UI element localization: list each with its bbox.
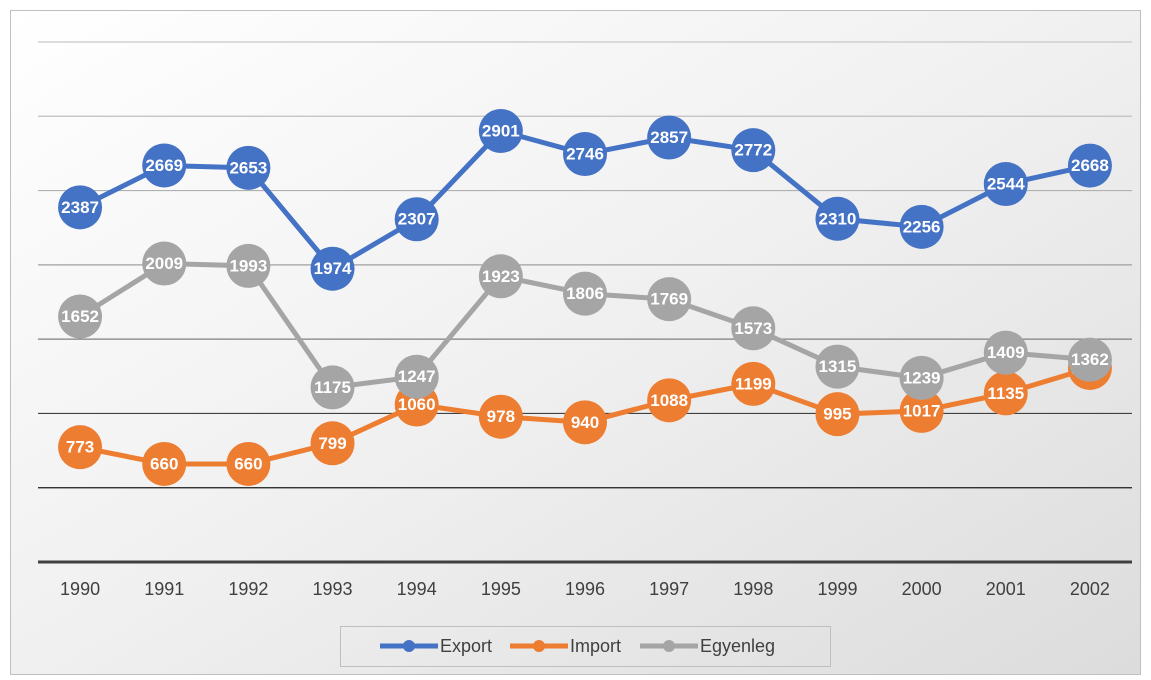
chart-background bbox=[10, 10, 1141, 675]
data-point bbox=[899, 388, 944, 433]
legend-label: Export bbox=[440, 636, 492, 656]
data-point bbox=[563, 271, 607, 316]
x-tick-label: 2001 bbox=[986, 579, 1026, 599]
data-label: 2668 bbox=[1071, 156, 1109, 175]
data-label: 2653 bbox=[229, 158, 267, 177]
data-point bbox=[226, 243, 271, 288]
data-point bbox=[394, 197, 439, 242]
data-label: 799 bbox=[318, 434, 346, 453]
legend-label: Egyenleg bbox=[700, 636, 775, 656]
data-label: 2901 bbox=[482, 121, 520, 140]
data-point bbox=[563, 132, 607, 177]
x-tick-label: 1996 bbox=[565, 579, 605, 599]
data-point bbox=[563, 400, 607, 445]
data-label: 1573 bbox=[734, 319, 772, 338]
data-point bbox=[310, 365, 355, 410]
data-label: 1239 bbox=[903, 368, 941, 387]
data-label: 1060 bbox=[398, 395, 436, 414]
data-point bbox=[731, 361, 776, 406]
data-label: 995 bbox=[823, 405, 851, 424]
x-tick-label: 1992 bbox=[228, 579, 268, 599]
legend-marker bbox=[663, 640, 675, 652]
data-point bbox=[394, 354, 439, 399]
data-point bbox=[647, 378, 692, 423]
x-tick-label: 1999 bbox=[817, 579, 857, 599]
data-label: 1974 bbox=[314, 259, 352, 278]
legend-label: Import bbox=[570, 636, 621, 656]
data-label: 2009 bbox=[145, 254, 183, 273]
x-tick-label: 1990 bbox=[60, 579, 100, 599]
data-point bbox=[815, 196, 860, 241]
x-tick-label: 1991 bbox=[144, 579, 184, 599]
legend-marker bbox=[533, 640, 545, 652]
data-label: 2256 bbox=[903, 217, 941, 236]
data-point bbox=[983, 330, 1028, 375]
data-point bbox=[58, 185, 103, 230]
data-label: 1247 bbox=[398, 367, 436, 386]
data-label: 1362 bbox=[1071, 350, 1109, 369]
data-point bbox=[899, 355, 944, 400]
data-point bbox=[1067, 337, 1112, 382]
data-point bbox=[142, 441, 187, 486]
data-point bbox=[478, 254, 523, 299]
x-tick-label: 2000 bbox=[902, 579, 942, 599]
data-label: 1409 bbox=[987, 343, 1025, 362]
x-tick-label: 1994 bbox=[397, 579, 437, 599]
data-point bbox=[226, 441, 271, 486]
data-label: 1088 bbox=[650, 391, 688, 410]
data-point bbox=[1067, 143, 1112, 188]
data-point bbox=[58, 294, 103, 339]
data-point bbox=[310, 421, 355, 466]
x-tick-label: 1993 bbox=[313, 579, 353, 599]
legend-marker bbox=[403, 640, 415, 652]
data-label: 2307 bbox=[398, 210, 436, 229]
data-label: 2857 bbox=[650, 128, 688, 147]
data-label: 773 bbox=[66, 438, 94, 457]
data-label: 2772 bbox=[734, 141, 772, 160]
data-point bbox=[815, 392, 860, 437]
data-label: 2669 bbox=[145, 156, 183, 175]
data-label: 940 bbox=[571, 413, 599, 432]
data-point bbox=[478, 108, 523, 153]
data-label: 1017 bbox=[903, 401, 941, 420]
data-point bbox=[899, 204, 944, 249]
data-label: 2746 bbox=[566, 145, 604, 164]
data-point bbox=[142, 143, 187, 188]
data-label: 1923 bbox=[482, 267, 520, 286]
data-point bbox=[647, 277, 692, 322]
data-point bbox=[478, 394, 523, 439]
data-point bbox=[731, 306, 776, 351]
data-point bbox=[731, 128, 776, 173]
data-label: 1993 bbox=[229, 256, 267, 275]
data-label: 978 bbox=[487, 407, 515, 426]
x-tick-label: 1998 bbox=[733, 579, 773, 599]
data-point bbox=[58, 425, 103, 470]
x-tick-label: 1995 bbox=[481, 579, 521, 599]
data-label: 1135 bbox=[987, 384, 1024, 403]
data-point bbox=[226, 145, 271, 190]
data-label: 2310 bbox=[819, 209, 857, 228]
x-tick-label: 1997 bbox=[649, 579, 689, 599]
data-label: 2544 bbox=[987, 175, 1025, 194]
legend-box bbox=[340, 626, 831, 667]
data-point bbox=[310, 246, 355, 291]
data-point bbox=[647, 115, 692, 160]
data-label: 1806 bbox=[566, 284, 604, 303]
data-point bbox=[983, 162, 1028, 207]
data-point bbox=[983, 371, 1028, 416]
data-label: 660 bbox=[150, 454, 178, 473]
data-label: 660 bbox=[234, 454, 262, 473]
x-tick-label: 2002 bbox=[1070, 579, 1110, 599]
data-label: 1769 bbox=[650, 290, 688, 309]
data-point bbox=[142, 241, 187, 286]
data-point bbox=[815, 344, 860, 389]
data-label: 1315 bbox=[819, 357, 857, 376]
data-label: 1199 bbox=[735, 374, 772, 393]
data-label: 1175 bbox=[314, 378, 351, 397]
data-label: 1652 bbox=[61, 307, 99, 326]
data-label: 2387 bbox=[61, 198, 99, 217]
